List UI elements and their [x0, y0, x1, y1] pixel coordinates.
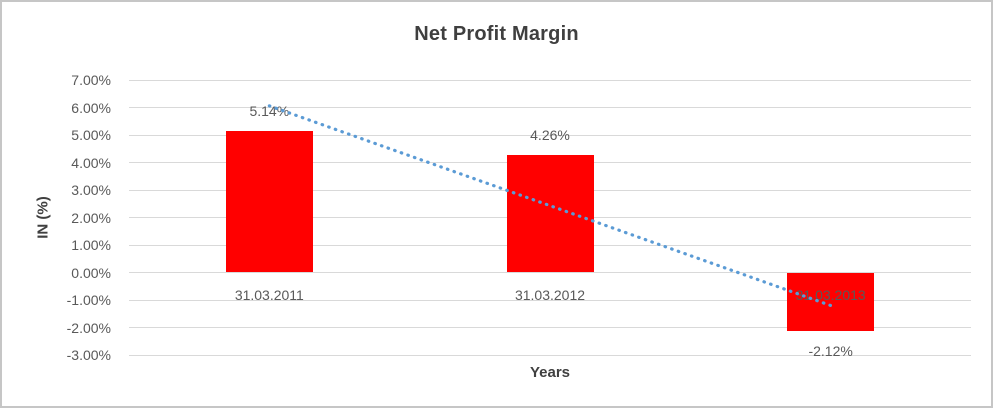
y-tick-label: 1.00% — [71, 237, 111, 253]
x-axis-title: Years — [529, 364, 571, 381]
y-tick-label: 2.00% — [71, 209, 111, 226]
category-label: 31.03.2012 — [514, 287, 586, 303]
data-label: 4.26% — [530, 127, 570, 144]
y-tick-label: 4.00% — [71, 154, 111, 171]
data-label: -2.12% — [808, 342, 853, 359]
gridline — [129, 327, 971, 328]
y-tick-label: 0.00% — [71, 264, 111, 281]
bar-31.03.2012 — [506, 155, 594, 273]
y-axis-title: IN (%) — [34, 196, 52, 239]
bar-31.03.2011 — [225, 131, 313, 273]
y-tick-label: -1.00% — [66, 292, 111, 308]
category-label: 31.03.2013 — [795, 287, 866, 303]
y-tick-label: 7.00% — [71, 72, 111, 88]
data-label: 5.14% — [249, 103, 290, 120]
y-tick-label: 3.00% — [71, 182, 111, 198]
gridline — [129, 354, 971, 356]
y-tick-label: 6.00% — [71, 99, 111, 116]
y-tick-label: 5.00% — [71, 127, 111, 143]
category-label: 31.03.2011 — [234, 287, 304, 303]
gridline — [129, 79, 971, 81]
y-tick-label: -2.00% — [66, 319, 111, 336]
chart-title: Net Profit Margin — [414, 23, 579, 45]
y-tick-label: -3.00% — [66, 347, 111, 363]
